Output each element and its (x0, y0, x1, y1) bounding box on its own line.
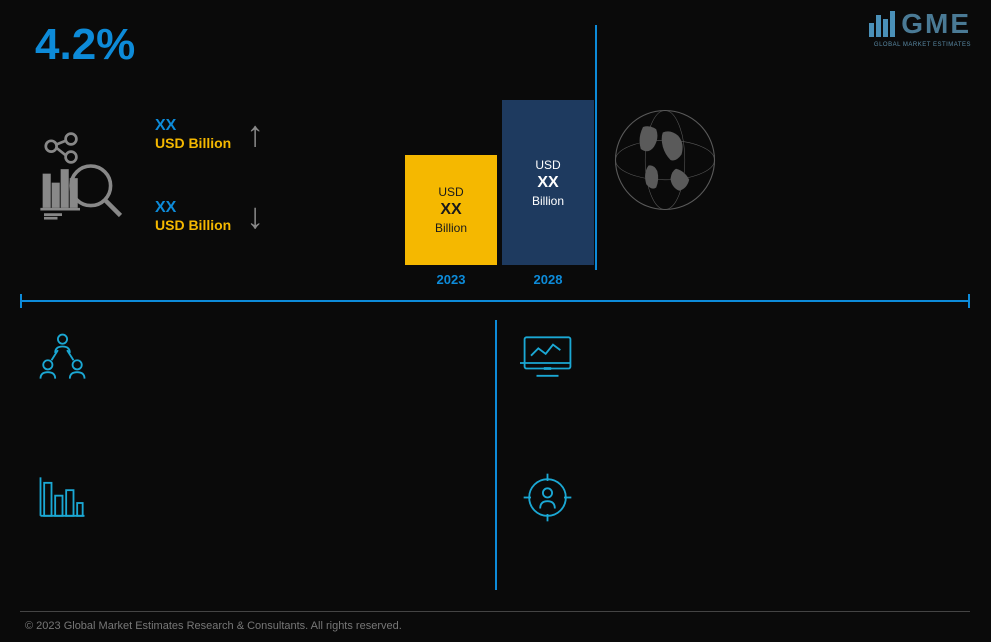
monitor-chart-icon (520, 330, 575, 385)
bar-2023-year: 2023 (437, 272, 466, 287)
logo-subtitle: GLOBAL MARKET ESTIMATES (874, 42, 971, 48)
arrow-down-icon: ↓ (246, 195, 264, 237)
divider-vertical-top (595, 25, 597, 270)
analytics-icon (35, 130, 125, 220)
quadrant-top-left (35, 330, 90, 385)
divider-horizontal (20, 300, 970, 302)
target-person-icon (520, 470, 575, 525)
lower-usd: USD Billion (155, 217, 231, 233)
logo: GME (869, 8, 971, 40)
lower-xx: XX (155, 199, 231, 217)
logo-text: GME (901, 8, 971, 40)
bar-2028: USD XX Billion 2028 (502, 100, 594, 265)
bar-2028-usd: USD (535, 158, 560, 172)
bar-2023-usd: USD (438, 185, 463, 199)
bar-chart-icon (35, 470, 90, 525)
lower-metric: XX USD Billion ↓ (155, 195, 264, 237)
globe-icon (610, 105, 720, 215)
bar-2028-value: XX (537, 174, 558, 192)
quadrant-bottom-right (520, 470, 575, 525)
divider-tick-right (968, 294, 970, 308)
bar-2023-value: XX (440, 201, 461, 219)
people-network-icon (35, 330, 90, 385)
upper-xx: XX (155, 117, 231, 135)
divider-tick-left (20, 294, 22, 308)
footer-divider (20, 611, 970, 612)
bar-2023-unit: Billion (435, 221, 467, 235)
bar-2028-unit: Billion (532, 194, 564, 208)
globe-section (610, 70, 970, 250)
quadrant-bottom-left (35, 470, 90, 525)
top-metrics-section: XX USD Billion ↑ XX USD Billion ↓ USD XX… (35, 85, 575, 265)
bar-2023: USD XX Billion 2023 (405, 155, 497, 265)
arrow-up-icon: ↑ (246, 113, 264, 155)
cagr-value: 4.2% (35, 20, 135, 70)
quadrant-top-right (520, 330, 575, 385)
bar-2028-year: 2028 (534, 272, 563, 287)
metrics-column: XX USD Billion ↑ XX USD Billion ↓ (155, 113, 264, 237)
logo-bars-icon (869, 11, 895, 37)
upper-usd: USD Billion (155, 135, 231, 151)
upper-metric: XX USD Billion ↑ (155, 113, 264, 155)
divider-vertical-bottom (495, 320, 497, 590)
bars-chart: USD XX Billion 2023 USD XX Billion 2028 (405, 100, 594, 265)
footer-copyright: © 2023 Global Market Estimates Research … (25, 620, 402, 632)
